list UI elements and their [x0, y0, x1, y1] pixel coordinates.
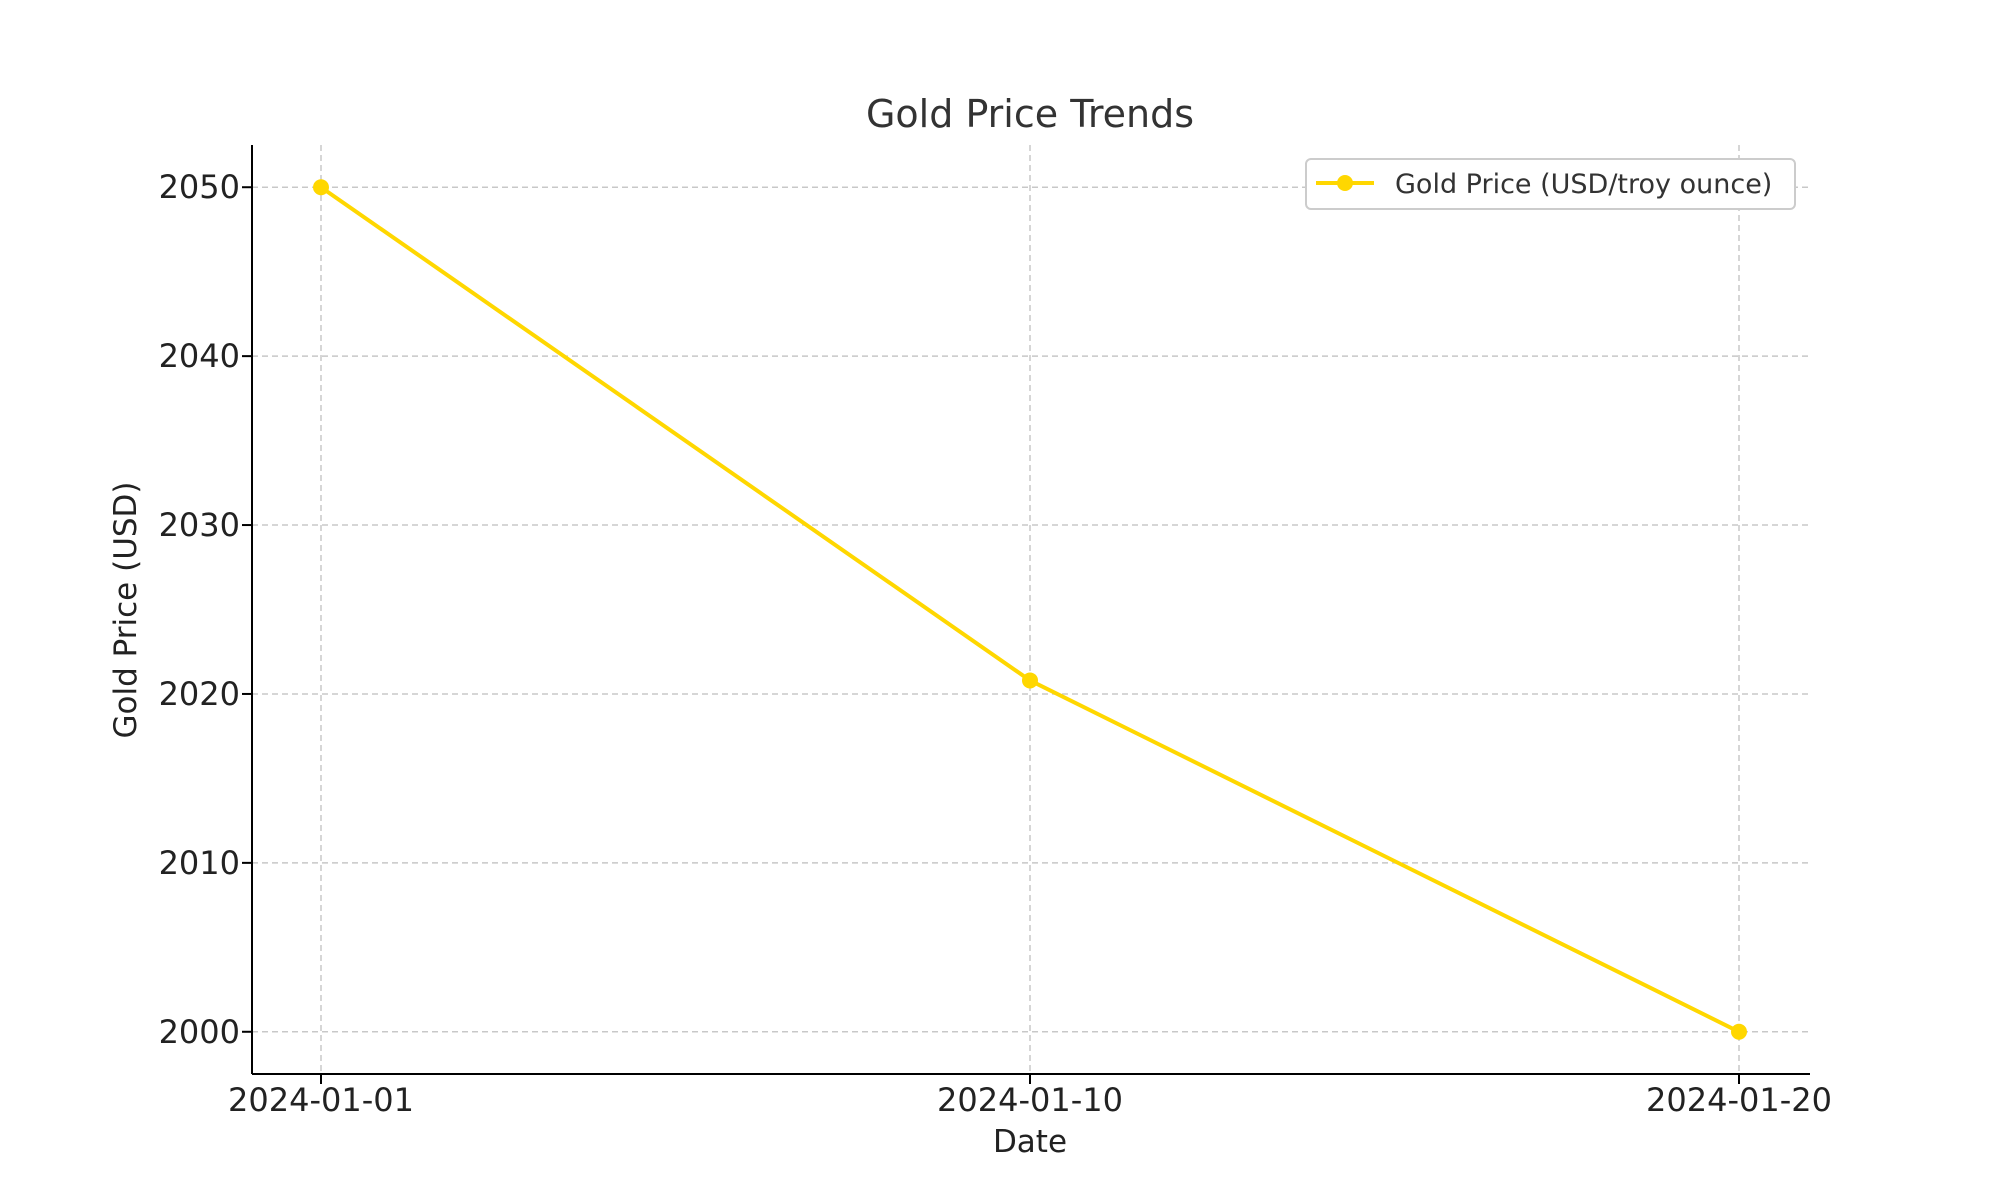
y-tick-label: 2000 — [159, 1013, 240, 1051]
series — [313, 179, 1747, 1040]
legend-box — [1305, 158, 1796, 210]
y-tick-label: 2010 — [159, 844, 240, 882]
legend-label: Gold Price (USD/troy ounce) — [1395, 169, 1772, 200]
x-axis-label: Date — [993, 1124, 1067, 1160]
axes — [251, 145, 1810, 1075]
x-tick-label: 2024-01-10 — [937, 1081, 1123, 1119]
x-ticks: 2024-01-01 2024-01-10 2024-01-20 — [228, 1074, 1832, 1119]
grid — [252, 145, 1810, 1074]
y-tick-label: 2020 — [159, 675, 240, 713]
y-tick-label: 2050 — [159, 168, 240, 206]
data-point — [1022, 672, 1038, 689]
data-point — [313, 179, 329, 196]
y-axis-label: Gold Price (USD) — [108, 481, 144, 738]
y-tick-label: 2030 — [159, 506, 240, 544]
y-ticks: 2000 2010 2020 2030 2040 2050 — [159, 168, 252, 1051]
x-tick-label: 2024-01-01 — [228, 1081, 414, 1119]
x-tick-label: 2024-01-20 — [1646, 1081, 1832, 1119]
legend-marker-swatch — [1337, 175, 1353, 191]
data-point — [1731, 1023, 1747, 1040]
legend: Gold Price (USD/troy ounce) — [1305, 158, 1796, 210]
y-tick-label: 2040 — [159, 337, 240, 375]
chart-title: Gold Price Trends — [866, 92, 1194, 136]
